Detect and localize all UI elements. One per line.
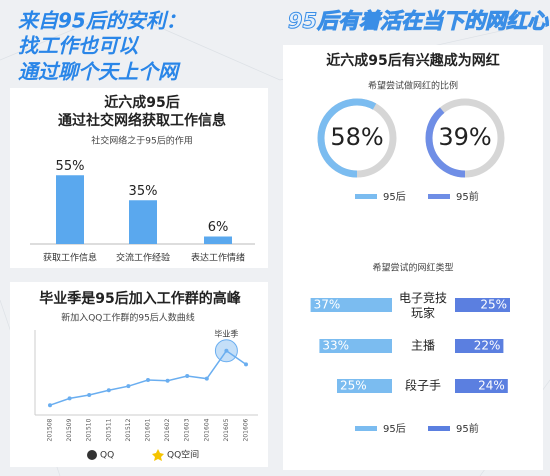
- legend-label: 95后: [383, 423, 406, 435]
- bar: [455, 379, 508, 393]
- point: [126, 384, 131, 389]
- value-label: 25%: [340, 379, 367, 393]
- value-label: 35%: [129, 184, 158, 199]
- donut-arc: [425, 98, 505, 178]
- x-tick-label: 201606: [243, 418, 250, 441]
- chart-subtitle: 希望尝试的网红类型: [372, 262, 453, 274]
- qq-icon: [87, 450, 97, 460]
- legend-label: 95前: [456, 422, 479, 435]
- value-label: 37%: [314, 298, 341, 312]
- bar: [204, 236, 232, 244]
- point: [244, 362, 248, 367]
- left-title: 找工作也可以: [18, 34, 140, 58]
- chart-subtitle: 希望尝试做网红的比例: [368, 80, 458, 92]
- point: [48, 403, 52, 408]
- x-tick-label: 201601: [145, 418, 152, 441]
- x-tick-label: 201602: [164, 418, 171, 441]
- point: [146, 378, 150, 383]
- card: [283, 45, 543, 470]
- point: [185, 373, 190, 378]
- x-tick-label: 201603: [184, 418, 191, 441]
- category-label: 电子竞技玩家: [399, 291, 447, 320]
- left-title: 通过聊个天上个网: [18, 60, 181, 84]
- x-tick-label: 表达工作情绪: [191, 252, 245, 264]
- chart-title: 近六成95后: [104, 94, 179, 111]
- legend-swatch: [355, 194, 377, 199]
- legend-swatch: [428, 426, 450, 431]
- annotation: 毕业季: [214, 328, 238, 338]
- bar: [455, 298, 510, 312]
- legend-swatch: [355, 426, 377, 431]
- card: [10, 282, 268, 467]
- value-label: 6%: [208, 220, 229, 235]
- chart-title: 通过社交网络获取工作信息: [58, 112, 226, 129]
- x-tick-label: 201605: [223, 418, 230, 441]
- point: [165, 378, 170, 383]
- x-tick-label: 201511: [105, 418, 112, 441]
- footer-logo: QQ: [100, 451, 114, 461]
- footer-logo: QQ空间: [167, 449, 199, 461]
- bar: [56, 175, 84, 244]
- value-label: 33%: [322, 339, 349, 353]
- point: [87, 393, 92, 397]
- bar: [319, 339, 392, 353]
- legend-label: 95后: [383, 191, 406, 203]
- point: [204, 376, 209, 381]
- category-label: 段子手: [405, 378, 441, 393]
- x-tick-label: 201509: [66, 418, 73, 441]
- chart-subtitle: 新加入QQ工作群的95后人数曲线: [61, 312, 195, 324]
- value-label: 55%: [56, 159, 85, 174]
- x-tick-label: 201604: [203, 418, 210, 441]
- bar: [455, 339, 504, 353]
- x-tick-label: 交流工作经验: [116, 252, 170, 264]
- bar: [129, 200, 157, 244]
- value-label: 25%: [480, 298, 507, 312]
- x-tick-label: 获取工作信息: [43, 252, 97, 264]
- chart-title: 毕业季是95后加入工作群的高峰: [39, 290, 241, 307]
- x-tick-label: 201510: [86, 418, 93, 441]
- chart-title: 近六成95后有兴趣成为网红: [326, 52, 499, 69]
- left-title: 来自95后的安利：: [18, 9, 186, 33]
- value-label: 58%: [330, 123, 383, 151]
- legend-swatch: [428, 194, 450, 199]
- bar: [337, 379, 392, 393]
- value-label: 22%: [474, 339, 501, 353]
- chart-subtitle: 社交网络之于95后的作用: [91, 135, 192, 147]
- category-label: 主播: [411, 339, 435, 353]
- x-tick-label: 201512: [125, 418, 132, 441]
- point: [106, 388, 111, 393]
- right-title: 95后有着活在当下的网红心: [288, 9, 549, 33]
- value-label: 24%: [478, 379, 505, 393]
- value-label: 39%: [438, 123, 491, 151]
- point: [67, 396, 72, 401]
- bar: [310, 298, 392, 312]
- qzone-icon: [152, 449, 164, 461]
- donut-arc: [317, 98, 397, 178]
- point: [224, 348, 229, 353]
- legend-label: 95前: [456, 190, 479, 203]
- x-tick-label: 201508: [47, 418, 54, 441]
